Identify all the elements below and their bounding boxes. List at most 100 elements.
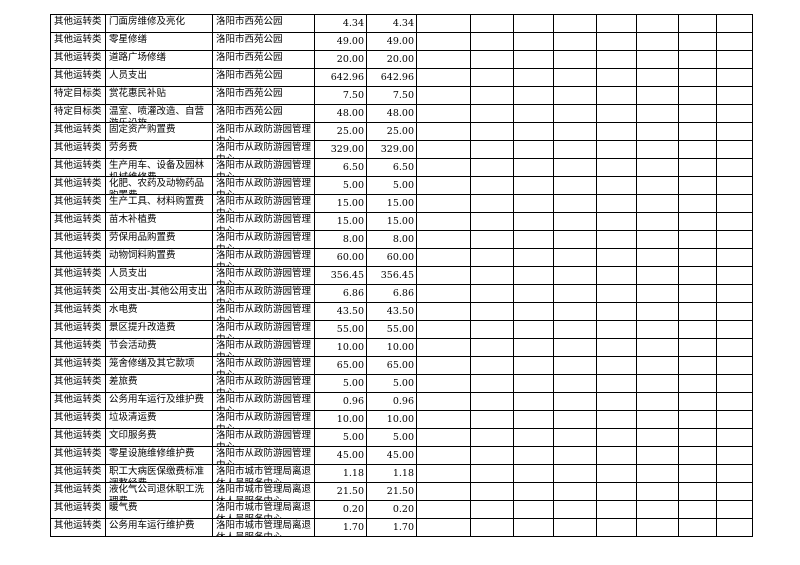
amount-total: 1.18: [392, 468, 414, 479]
cell: 暖气费: [105, 500, 213, 519]
cell: 43.50: [314, 302, 367, 321]
amount-total: 43.50: [386, 306, 414, 317]
empty-cell: [636, 428, 679, 447]
empty-cell: [716, 122, 753, 141]
budget-table: 其他运转类 门面房维修及亮化 洛阳市西苑公园 4.34 4.34 其他运转类 零星修缮 洛阳市…: [50, 14, 753, 537]
empty-cell: [716, 284, 753, 303]
empty-cell: [716, 338, 753, 357]
cell: 洛阳市从政防游园管理中心: [212, 356, 315, 375]
amount-total: 7.50: [392, 90, 414, 101]
cell: 8.00: [366, 230, 417, 249]
cell: 赏花惠民补贴: [105, 86, 213, 105]
empty-cell: [470, 122, 514, 141]
empty-cell: [416, 14, 471, 33]
category: 特定目标类: [54, 106, 102, 117]
cell: 7.50: [366, 86, 417, 105]
empty-cell: [716, 50, 753, 69]
cell: 其他运转类: [50, 176, 106, 195]
cell: 4.34: [314, 14, 367, 33]
cell: 其他运转类: [50, 518, 106, 537]
category: 其他运转类: [54, 250, 102, 261]
empty-cell: [513, 32, 554, 51]
item: 道路广场修缮: [109, 52, 167, 63]
empty-cell: [636, 158, 679, 177]
category: 其他运转类: [54, 430, 102, 441]
category: 其他运转类: [54, 34, 102, 45]
empty-cell: [596, 338, 637, 357]
cell: 60.00: [366, 248, 417, 267]
empty-cell: [596, 446, 637, 465]
empty-cell: [470, 248, 514, 267]
empty-cell: [416, 428, 471, 447]
empty-cell: [513, 302, 554, 321]
amount-total: 642.96: [380, 72, 414, 83]
cell: 其他运转类: [50, 140, 106, 159]
category: 其他运转类: [54, 502, 102, 513]
empty-cell: [636, 212, 679, 231]
empty-cell: [636, 374, 679, 393]
cell: 其他运转类: [50, 374, 106, 393]
empty-cell: [636, 464, 679, 483]
empty-cell: [416, 248, 471, 267]
cell: 21.50: [314, 482, 367, 501]
cell: 洛阳市城市管理局离退休人员服务中心: [212, 464, 315, 483]
cell: 其他运转类: [50, 194, 106, 213]
empty-cell: [596, 50, 637, 69]
amount-total: 55.00: [386, 324, 414, 335]
empty-cell: [553, 446, 597, 465]
empty-cell: [636, 194, 679, 213]
cell: 洛阳市从政防游园管理中心: [212, 320, 315, 339]
empty-cell: [416, 320, 471, 339]
category: 其他运转类: [54, 142, 102, 153]
empty-cell: [553, 140, 597, 159]
cell: 苗木补植费: [105, 212, 213, 231]
empty-cell: [470, 518, 514, 537]
cell: 洛阳市西苑公园: [212, 68, 315, 87]
empty-cell: [416, 32, 471, 51]
empty-cell: [553, 50, 597, 69]
cell: 笼舍修缮及其它款项: [105, 356, 213, 375]
category: 其他运转类: [54, 16, 102, 27]
amount-total: 20.00: [386, 54, 414, 65]
cell: 道路广场修缮: [105, 50, 213, 69]
empty-cell: [416, 50, 471, 69]
cell: 8.00: [314, 230, 367, 249]
empty-cell: [716, 320, 753, 339]
cell: 洛阳市从政防游园管理中心: [212, 374, 315, 393]
empty-cell: [596, 518, 637, 537]
empty-cell: [416, 104, 471, 123]
table-row: 其他运转类 门面房维修及亮化 洛阳市西苑公园 4.34 4.34: [50, 14, 753, 33]
item: 劳保用品购置费: [109, 232, 176, 243]
cell: 10.00: [314, 410, 367, 429]
cell: 文印服务费: [105, 428, 213, 447]
category: 其他运转类: [54, 412, 102, 423]
empty-cell: [553, 122, 597, 141]
item: 文印服务费: [109, 430, 157, 441]
cell: 21.50: [366, 482, 417, 501]
cell: 洛阳市从政防游园管理中心: [212, 122, 315, 141]
amount-total: 49.00: [386, 36, 414, 47]
cell: 人员支出: [105, 68, 213, 87]
empty-cell: [636, 266, 679, 285]
cell: 43.50: [366, 302, 417, 321]
empty-cell: [553, 356, 597, 375]
amount: 1.70: [342, 522, 364, 533]
item: 生产工具、材料购置费: [109, 196, 205, 207]
category: 其他运转类: [54, 232, 102, 243]
category: 其他运转类: [54, 268, 102, 279]
unit: 洛阳市西苑公园: [216, 70, 283, 81]
unit: 洛阳市从政防游园管理中心: [216, 196, 312, 212]
empty-cell: [553, 176, 597, 195]
item: 门面房维修及亮化: [109, 16, 186, 27]
amount-total: 15.00: [386, 216, 414, 227]
empty-cell: [678, 158, 717, 177]
cell: 其他运转类: [50, 482, 106, 501]
empty-cell: [678, 500, 717, 519]
category: 其他运转类: [54, 286, 102, 297]
empty-cell: [416, 140, 471, 159]
empty-cell: [596, 284, 637, 303]
empty-cell: [636, 122, 679, 141]
empty-cell: [416, 446, 471, 465]
